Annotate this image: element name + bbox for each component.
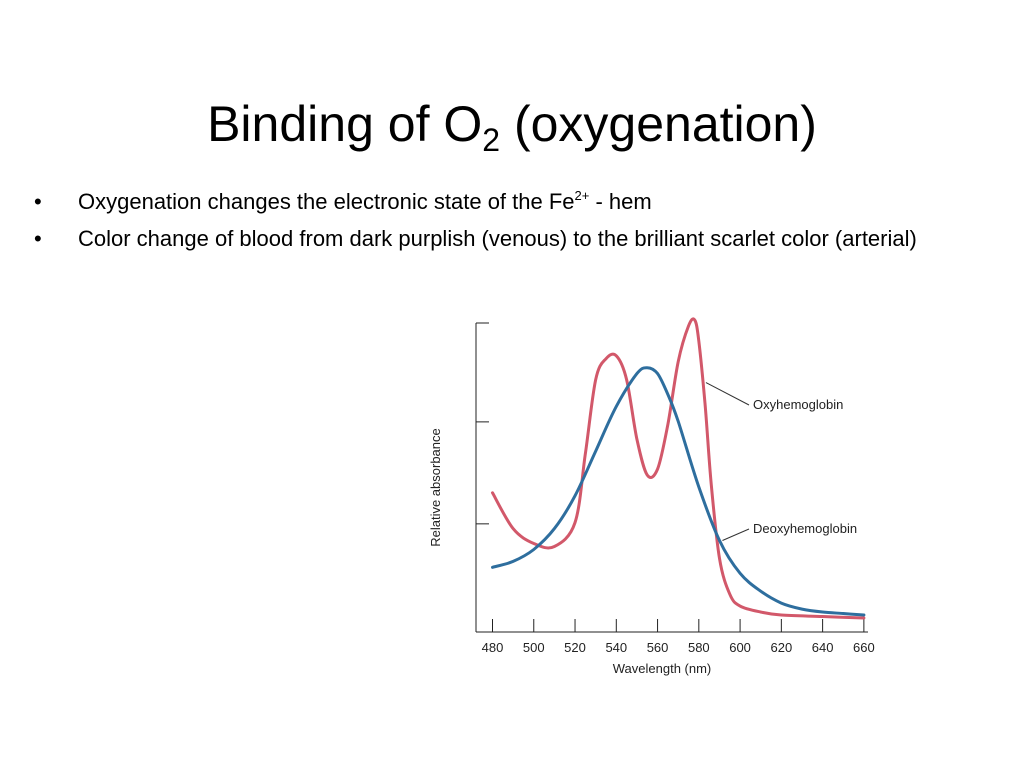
bullet-dot: • <box>34 226 42 251</box>
x-tick-label: 540 <box>605 640 627 655</box>
chart-svg: 480 500 520 540 560 580 600 620 640 660 Wavelength… <box>428 317 875 676</box>
x-tick-label: 600 <box>729 640 751 655</box>
x-tick-label: 520 <box>564 640 586 655</box>
x-axis-label: Wavelength (nm) <box>613 661 712 676</box>
x-tick-label: 640 <box>812 640 834 655</box>
bullet-tail: - hem <box>589 189 652 214</box>
annotation-leader <box>705 382 750 406</box>
x-tick-label: 580 <box>688 640 710 655</box>
x-tick-label: 500 <box>523 640 545 655</box>
title-subscript: 2 <box>482 121 501 158</box>
annotation-oxyhemoglobin: Oxyhemoglobin <box>753 397 843 412</box>
x-tick-label: 480 <box>482 640 504 655</box>
bullet-superscript: 2+ <box>574 188 590 203</box>
title-rest: (oxygenation) <box>500 95 817 152</box>
title-main: Binding of O <box>207 95 483 152</box>
bullet-item: • Color change of blood from dark purpli… <box>32 222 932 255</box>
annotation-deoxyhemoglobin: Deoxyhemoglobin <box>753 521 857 536</box>
bullet-dot: • <box>34 189 42 214</box>
slide-title: Binding of O2 (oxygenation) <box>0 95 1024 156</box>
x-tick-label: 620 <box>770 640 792 655</box>
bullet-text: Oxygenation changes the electronic state… <box>78 189 575 214</box>
bullet-text: Color change of blood from dark purplish… <box>78 226 917 251</box>
bullet-item: • Oxygenation changes the electronic sta… <box>32 185 932 218</box>
absorbance-chart: 480 500 520 540 560 580 600 620 640 660 Wavelength… <box>415 305 915 695</box>
x-tick-label: 660 <box>853 640 875 655</box>
annotation-leader <box>722 528 750 541</box>
x-tick-label: 560 <box>647 640 669 655</box>
oxyhemoglobin-line <box>491 317 866 620</box>
bullet-list: • Oxygenation changes the electronic sta… <box>32 185 932 259</box>
deoxyhemoglobin-line <box>491 366 866 617</box>
y-axis-label: Relative absorbance <box>428 428 443 547</box>
